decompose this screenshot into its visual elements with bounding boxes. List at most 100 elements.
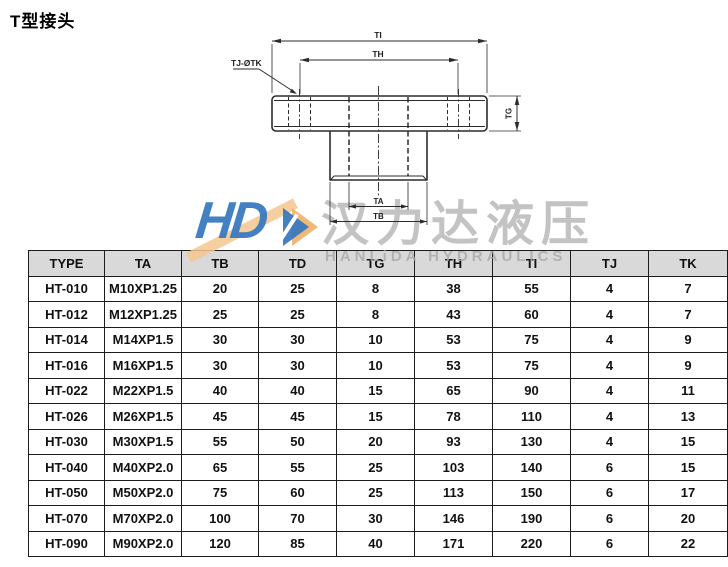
value-cell: 6 xyxy=(570,505,649,532)
type-cell: HT-014 xyxy=(28,326,105,353)
page-title: T型接头 xyxy=(10,12,76,31)
dim-label-th: TH xyxy=(372,49,383,59)
value-cell: 25 xyxy=(181,301,259,328)
header-row: TYPE TA TB TD TG TH TI TJ TK xyxy=(28,250,728,277)
column-header-th: TH xyxy=(414,250,493,277)
value-cell: 6 xyxy=(570,479,649,506)
value-cell: M10XP1.25 xyxy=(104,275,182,302)
value-cell: 55 xyxy=(181,428,259,455)
logo-arrow-orange-icon xyxy=(292,208,318,246)
value-cell: 4 xyxy=(570,326,649,353)
value-cell: 25 xyxy=(258,301,337,328)
value-cell: 53 xyxy=(414,352,493,379)
arrow-icon xyxy=(478,38,487,44)
value-cell: M22XP1.5 xyxy=(104,377,182,404)
value-cell: 130 xyxy=(492,428,571,455)
value-cell: 65 xyxy=(181,454,259,481)
arrow-icon xyxy=(330,219,337,224)
value-cell: 15 xyxy=(336,403,415,430)
value-cell: 85 xyxy=(258,530,337,557)
type-cell: HT-010 xyxy=(28,275,105,302)
value-cell: M26XP1.5 xyxy=(104,403,182,430)
column-header-type: TYPE xyxy=(28,250,105,277)
table-row: HT-022 M22XP1.5 40 40 15 65 90 4 11 xyxy=(28,377,728,404)
spec-table-body: HT-010 M10XP1.25 20 25 8 38 55 4 7 HT-012 M12XP1.2… xyxy=(28,275,728,557)
value-cell: 40 xyxy=(258,377,337,404)
spec-table: TYPE TA TB TD TG TH TI TJ TK HT-010 M10XP1.25 20 25… xyxy=(28,250,728,557)
value-cell: 78 xyxy=(414,403,493,430)
value-cell: 4 xyxy=(570,352,649,379)
arrow-icon xyxy=(514,122,520,131)
type-cell: HT-022 xyxy=(28,377,105,404)
value-cell: 103 xyxy=(414,454,493,481)
type-cell: HT-070 xyxy=(28,505,105,532)
value-cell: 25 xyxy=(258,275,337,302)
value-cell: 7 xyxy=(648,275,728,302)
type-cell: HT-040 xyxy=(28,454,105,481)
technical-drawing: TI TH TJ-ØTK TG TA TB xyxy=(231,30,521,225)
value-cell: 17 xyxy=(648,479,728,506)
value-cell: 22 xyxy=(648,530,728,557)
dim-label-tg: TG xyxy=(505,108,514,119)
value-cell: 9 xyxy=(648,352,728,379)
value-cell: 75 xyxy=(181,479,259,506)
type-cell: HT-030 xyxy=(28,428,105,455)
value-cell: 30 xyxy=(181,326,259,353)
value-cell: 4 xyxy=(570,428,649,455)
value-cell: 8 xyxy=(336,301,415,328)
value-cell: 20 xyxy=(648,505,728,532)
column-header-tg: TG xyxy=(336,250,415,277)
type-cell: HT-026 xyxy=(28,403,105,430)
value-cell: 20 xyxy=(181,275,259,302)
logo-hd-text: HD xyxy=(192,192,269,250)
value-cell: 40 xyxy=(336,530,415,557)
column-header-td: TD xyxy=(258,250,337,277)
type-cell: HT-050 xyxy=(28,479,105,506)
type-cell: HT-090 xyxy=(28,530,105,557)
value-cell: 140 xyxy=(492,454,571,481)
value-cell: M12XP1.25 xyxy=(104,301,182,328)
arrow-icon xyxy=(272,38,281,44)
hole-callout-label: TJ-ØTK xyxy=(231,58,263,68)
value-cell: 30 xyxy=(181,352,259,379)
arrow-icon xyxy=(289,88,297,94)
arrow-icon xyxy=(300,57,309,63)
value-cell: 15 xyxy=(648,454,728,481)
dim-label-ti: TI xyxy=(374,30,382,40)
value-cell: 7 xyxy=(648,301,728,328)
value-cell: 75 xyxy=(492,326,571,353)
value-cell: 10 xyxy=(336,326,415,353)
brand-name-cn: 汉力达液压 xyxy=(321,198,597,251)
value-cell: 150 xyxy=(492,479,571,506)
value-cell: M14XP1.5 xyxy=(104,326,182,353)
value-cell: 53 xyxy=(414,326,493,353)
column-header-ti: TI xyxy=(492,250,571,277)
value-cell: 38 xyxy=(414,275,493,302)
value-cell: 4 xyxy=(570,377,649,404)
value-cell: 60 xyxy=(258,479,337,506)
value-cell: 190 xyxy=(492,505,571,532)
value-cell: 9 xyxy=(648,326,728,353)
table-row: HT-012 M12XP1.25 25 25 8 43 60 4 7 xyxy=(28,301,728,328)
column-header-ta: TA xyxy=(104,250,182,277)
brand-logo: HD xyxy=(186,192,320,263)
spec-table-head: TYPE TA TB TD TG TH TI TJ TK xyxy=(28,250,728,277)
value-cell: 6 xyxy=(570,454,649,481)
table-row: HT-040 M40XP2.0 65 55 25 103 140 6 15 xyxy=(28,454,728,481)
table-row: HT-016 M16XP1.5 30 30 10 53 75 4 9 xyxy=(28,352,728,379)
value-cell: 90 xyxy=(492,377,571,404)
value-cell: 40 xyxy=(181,377,259,404)
arrow-icon xyxy=(349,204,356,209)
value-cell: 70 xyxy=(258,505,337,532)
table-row: HT-026 M26XP1.5 45 45 15 78 110 4 13 xyxy=(28,403,728,430)
value-cell: 45 xyxy=(181,403,259,430)
table-row: HT-030 M30XP1.5 55 50 20 93 130 4 15 xyxy=(28,428,728,455)
table-row: HT-090 M90XP2.0 120 85 40 171 220 6 22 xyxy=(28,530,728,557)
dim-label-ta: TA xyxy=(373,197,383,206)
value-cell: 50 xyxy=(258,428,337,455)
dim-label-tb: TB xyxy=(373,212,384,221)
table-row: HT-014 M14XP1.5 30 30 10 53 75 4 9 xyxy=(28,326,728,353)
value-cell: 15 xyxy=(336,377,415,404)
value-cell: 11 xyxy=(648,377,728,404)
leader-line xyxy=(258,68,296,93)
